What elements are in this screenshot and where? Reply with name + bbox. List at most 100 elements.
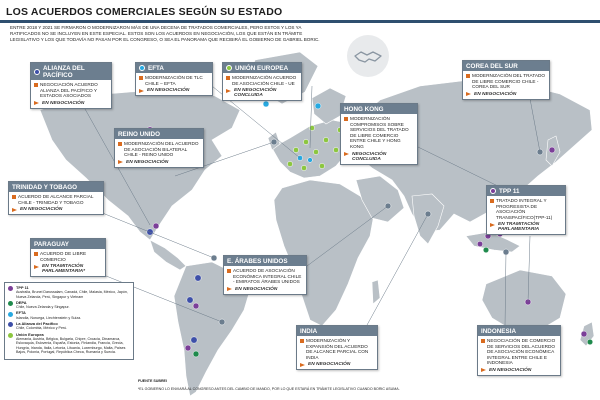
box-alianza-status: EN NEGOCIACIÓN <box>42 100 85 106</box>
box-emiratos-status: EN NEGOCIACIÓN <box>235 286 278 292</box>
legend-dot-efta <box>8 311 13 317</box>
box-paraguay-name: PARAGUAY <box>34 240 69 248</box>
bullet-icon <box>481 339 485 343</box>
marker-nz-depa <box>586 338 594 346</box>
box-tpp-header: TPP 11 <box>487 186 565 196</box>
marker-norway <box>314 102 322 110</box>
marker-eu-1 <box>293 147 299 153</box>
legend-item-alianza: La Alianza del Pacífico Chile, Colombia, … <box>8 321 130 331</box>
box-indonesia: INDONESIA NEGOCIACIÓN DE COMERCIO DE SER… <box>477 325 561 376</box>
box-paraguay-status: EN TRAMITACIÓN PARLAMENTARIA* <box>42 264 85 275</box>
legend-text: Chile, Colombia, México y Perú. <box>16 326 68 331</box>
marker-nz <box>580 330 588 338</box>
marker-singapore-depa <box>482 246 490 254</box>
box-emiratos-name: E. ÁRABES UNIDOS <box>227 257 288 265</box>
box-trinidad-name: TRINIDAD Y TOBAGO <box>12 183 78 191</box>
bullet-icon <box>12 195 16 199</box>
arrow-icon <box>139 88 144 93</box>
bullet-icon <box>118 142 122 146</box>
box-trinidad-header: TRINIDAD Y TOBAGO <box>9 182 103 192</box>
box-ue-name: UNIÓN EUROPEA <box>235 64 289 72</box>
legend: TPP 11 Australia, Brunei Darussalam, Cana… <box>4 282 134 361</box>
marker-chile-tpp <box>184 344 192 352</box>
madagascar-shape <box>371 279 381 305</box>
legend-dot-alianza <box>8 322 13 328</box>
arrow-icon <box>466 92 471 97</box>
india-shape <box>411 193 445 245</box>
arrow-icon <box>481 368 486 373</box>
box-paraguay-header: PARAGUAY <box>31 239 105 249</box>
legend-text: Alemania, Austria, Bélgica, Bulgaria, Ch… <box>16 336 126 354</box>
box-alianza-text: NEGOCIACIÓN ACUERDO ALIANZA DEL PACÍFICO… <box>40 82 98 99</box>
box-india: INDIA MODERNIZACIÓN Y EXPANSIÓN DEL ACUE… <box>296 325 378 371</box>
box-corea-header: COREA DEL SUR <box>463 61 549 71</box>
alianza-color-dot <box>34 68 40 75</box>
intro-text: ENTRE 2018 Y 2021 SE FIRMARON O MODERNIZ… <box>10 25 320 43</box>
box-reino-text: MODERNIZACIÓN DEL ACUERDO DE ASOCIACIÓN … <box>124 141 199 158</box>
box-efta-name: EFTA <box>148 64 164 72</box>
arrow-icon <box>12 207 17 212</box>
legend-item-depa: DEPA Chile, Nueva Zelanda y Singapur. <box>8 299 130 310</box>
box-tpp-status: EN TRAMITACIÓN PARLAMENTARIA <box>498 222 540 233</box>
legend-item-efta: EFTA Islandia, Noruega, Liechtenstein y S… <box>8 311 130 320</box>
box-efta-text: MODERNIZACIÓN DE TLC CHILE – EFTA <box>145 75 203 86</box>
arrow-icon <box>118 160 123 165</box>
legend-text: Australia, Brunei Darussalam, Canadá, Ch… <box>16 290 128 299</box>
legend-text: Chile, Nueva Zelanda y Singapur. <box>16 305 70 310</box>
box-hongkong-header: HONG KONG <box>341 104 417 114</box>
box-efta-status: EN NEGOCIACIÓN <box>147 88 190 94</box>
bullet-icon <box>226 76 230 80</box>
bullet-icon <box>34 252 38 256</box>
marker-peru-tpp <box>192 302 200 310</box>
legend-title: DEPA <box>16 299 27 305</box>
box-efta-header: EFTA <box>136 63 212 73</box>
ue-color-dot <box>226 65 232 71</box>
box-hongkong-text: MODERNIZACIÓN COMPROMISOS SOBRE SERVICIO… <box>350 116 409 149</box>
marker-liechtenstein <box>307 157 313 163</box>
box-emiratos-header: E. ÁRABES UNIDOS <box>224 256 306 266</box>
box-indonesia-header: INDONESIA <box>478 326 560 336</box>
box-ue-status: EN NEGOCIACIÓN CONCLUIDA <box>234 88 277 99</box>
marker-japan <box>548 146 556 154</box>
box-trinidad: TRINIDAD Y TOBAGO ACUERDO DE ALCANCE PAR… <box>8 181 104 216</box>
bullet-icon <box>344 117 348 121</box>
australia-shape <box>481 269 567 331</box>
box-paraguay: PARAGUAY ACUERDO DE LIBRE COMERCIO EN TR… <box>30 238 106 278</box>
box-india-status: EN NEGOCIACIÓN <box>308 362 351 368</box>
marker-eu-7 <box>301 165 307 171</box>
box-ue-header: UNIÓN EUROPEA <box>223 63 301 73</box>
arabia-shape <box>355 175 405 223</box>
box-alianza-header: ALIANZA DEL PACÍFICO <box>31 63 111 80</box>
legend-dot-ue <box>8 332 13 338</box>
box-paraguay-text: ACUERDO DE LIBRE COMERCIO <box>40 251 87 262</box>
legend-text: Islandia, Noruega, Liechtenstein y Suiza… <box>16 315 82 320</box>
bullet-icon <box>34 83 38 87</box>
box-india-name: INDIA <box>300 327 318 335</box>
box-corea-name: COREA DEL SUR <box>466 62 518 70</box>
bullet-icon <box>139 76 143 80</box>
legend-dot-depa <box>8 301 13 307</box>
marker-eu-6 <box>287 161 293 167</box>
africa-shape <box>273 179 375 327</box>
arrow-icon <box>300 362 305 367</box>
marker-eu-2 <box>303 139 309 145</box>
box-trinidad-status: EN NEGOCIACIÓN <box>20 207 63 213</box>
arrow-icon <box>226 88 231 93</box>
marker-chile-depa <box>192 350 200 358</box>
source-text: FUENTE SUBREI <box>138 379 167 383</box>
marker-eu-5 <box>333 147 339 153</box>
box-alianza: ALIANZA DEL PACÍFICO NEGOCIACIÓN ACUERDO… <box>30 62 112 109</box>
box-reino-header: REINO UNIDO <box>115 129 203 139</box>
box-ue: UNIÓN EUROPEA MODERNIZACIÓN ACUERDO DE A… <box>222 62 302 102</box>
arrow-icon <box>34 101 39 106</box>
marker-eu-10 <box>309 125 315 131</box>
marker-eu-8 <box>319 163 325 169</box>
legend-title: EFTA <box>16 310 26 316</box>
bullet-icon <box>300 339 304 343</box>
marker-mexico-tpp <box>152 222 160 230</box>
legend-item-ue: Unión Europea Alemania, Austria, Bélgica,… <box>8 332 130 354</box>
box-corea: COREA DEL SUR MODERNIZACIÓN DEL TRATADO … <box>462 60 550 100</box>
handshake-icon <box>347 35 389 77</box>
footnote-text: *EL GOBIERNO LO ENVIARÁ AL CONGRESO ANTE… <box>138 387 400 391</box>
box-hongkong-name: HONG KONG <box>344 105 384 113</box>
